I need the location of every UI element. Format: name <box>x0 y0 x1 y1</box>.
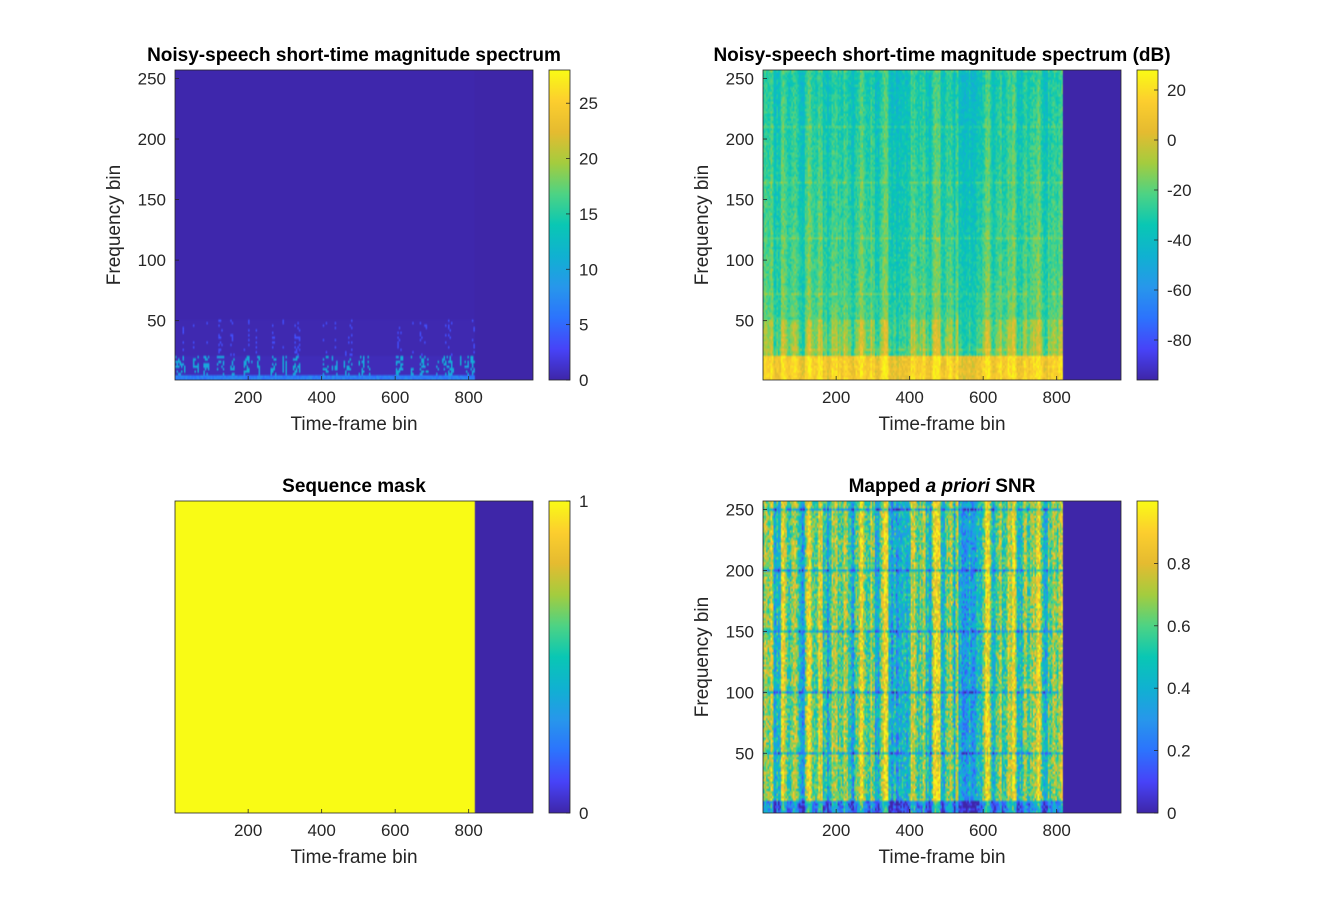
x-tick-label: 200 <box>822 821 850 840</box>
colorbar-tick-label: 15 <box>579 205 598 224</box>
x-tick-label: 200 <box>822 388 850 407</box>
colorbar-tick-label: -60 <box>1167 281 1192 300</box>
colorbar: 0 0.2 0.4 0.6 0.8 <box>1136 500 1191 823</box>
colorbar-tick-label: 1 <box>579 492 588 511</box>
heatmap-image <box>763 70 1121 380</box>
chart-title: Mapped a priori SNR <box>849 476 1036 497</box>
y-tick-label: 200 <box>726 130 754 149</box>
x-axis-label: Time-frame bin <box>878 847 1005 868</box>
colorbar-gradient <box>548 69 571 381</box>
x-tick-label: 400 <box>307 388 335 407</box>
axes-box <box>762 69 1122 381</box>
colorbar-tick-label: 5 <box>579 316 588 335</box>
x-tick-label: 400 <box>895 388 923 407</box>
heatmap-3 <box>174 500 534 814</box>
x-tick-label: 800 <box>1042 821 1070 840</box>
y-tick-label: 150 <box>138 191 166 210</box>
colorbar-tick-label: 10 <box>579 260 598 279</box>
colorbar-tick-label: -40 <box>1167 231 1192 250</box>
x-tick-label: 600 <box>969 388 997 407</box>
heatmap-4 <box>762 500 1122 814</box>
axes-box <box>174 500 534 814</box>
x-tick-label: 600 <box>381 388 409 407</box>
colorbar-tick-label: 20 <box>579 150 598 169</box>
x-axis-label: Time-frame bin <box>290 414 417 435</box>
chart-title: Noisy-speech short-time magnitude spectr… <box>147 45 561 66</box>
axes-box <box>174 69 534 381</box>
colorbar-tick-label: 0.8 <box>1167 554 1191 573</box>
colorbar-tick-label: 0.6 <box>1167 617 1191 636</box>
y-tick-label: 250 <box>138 69 166 88</box>
chart-title: Noisy-speech short-time magnitude spectr… <box>713 45 1170 66</box>
colorbar: 0 5 10 15 20 25 <box>548 69 598 390</box>
x-tick-label: 800 <box>454 388 482 407</box>
y-axis-label: Frequency bin <box>692 165 713 285</box>
y-tick-label: 100 <box>726 683 754 702</box>
x-axis-label: Time-frame bin <box>878 414 1005 435</box>
colorbar-tick-label: 0 <box>579 371 588 390</box>
colorbar-tick-label: 0.2 <box>1167 742 1191 761</box>
colorbar-tick-label: 0 <box>1167 131 1176 150</box>
colorbar-tick-label: 0 <box>579 804 588 823</box>
x-tick-label: 400 <box>895 821 923 840</box>
y-axis-label: Frequency bin <box>692 597 713 717</box>
colorbar-tick-label: 20 <box>1167 81 1186 100</box>
y-tick-label: 100 <box>138 251 166 270</box>
x-tick-label: 800 <box>1042 388 1070 407</box>
colorbar-tick-label: -20 <box>1167 181 1192 200</box>
x-tick-label: 400 <box>307 821 335 840</box>
y-tick-label: 150 <box>726 191 754 210</box>
y-tick-label: 50 <box>147 312 166 331</box>
chart-title: Sequence mask <box>282 476 426 497</box>
y-axis-label: Frequency bin <box>104 165 125 285</box>
colorbar-tick-label: 0 <box>1167 804 1176 823</box>
x-tick-label: 200 <box>234 388 262 407</box>
y-tick-label: 250 <box>726 69 754 88</box>
heatmap-image <box>175 70 533 380</box>
y-tick-label: 200 <box>138 130 166 149</box>
y-tick-label: 50 <box>735 744 754 763</box>
colorbar: 01 <box>548 492 588 823</box>
colorbar-tick-label: 0.4 <box>1167 679 1191 698</box>
colorbar-gradient <box>1136 500 1159 814</box>
heatmap-1 <box>174 69 534 381</box>
colorbar-gradient <box>1136 69 1159 381</box>
y-tick-label: 150 <box>726 622 754 641</box>
y-tick-label: 50 <box>735 312 754 331</box>
colorbar: -80 -60 -40 -20 0 20 <box>1136 69 1192 381</box>
x-tick-label: 600 <box>381 821 409 840</box>
x-tick-label: 800 <box>454 821 482 840</box>
colorbar-tick-label: -80 <box>1167 331 1192 350</box>
colorbar-gradient <box>548 500 571 814</box>
axes-box <box>762 500 1122 814</box>
colorbar-tick-label: 25 <box>579 94 598 113</box>
x-tick-label: 600 <box>969 821 997 840</box>
y-tick-label: 200 <box>726 561 754 580</box>
x-tick-label: 200 <box>234 821 262 840</box>
y-tick-label: 250 <box>726 501 754 520</box>
heatmap-image <box>175 501 533 813</box>
y-tick-label: 100 <box>726 251 754 270</box>
heatmap-image <box>763 501 1121 813</box>
heatmap-2 <box>762 69 1122 381</box>
x-axis-label: Time-frame bin <box>290 847 417 868</box>
